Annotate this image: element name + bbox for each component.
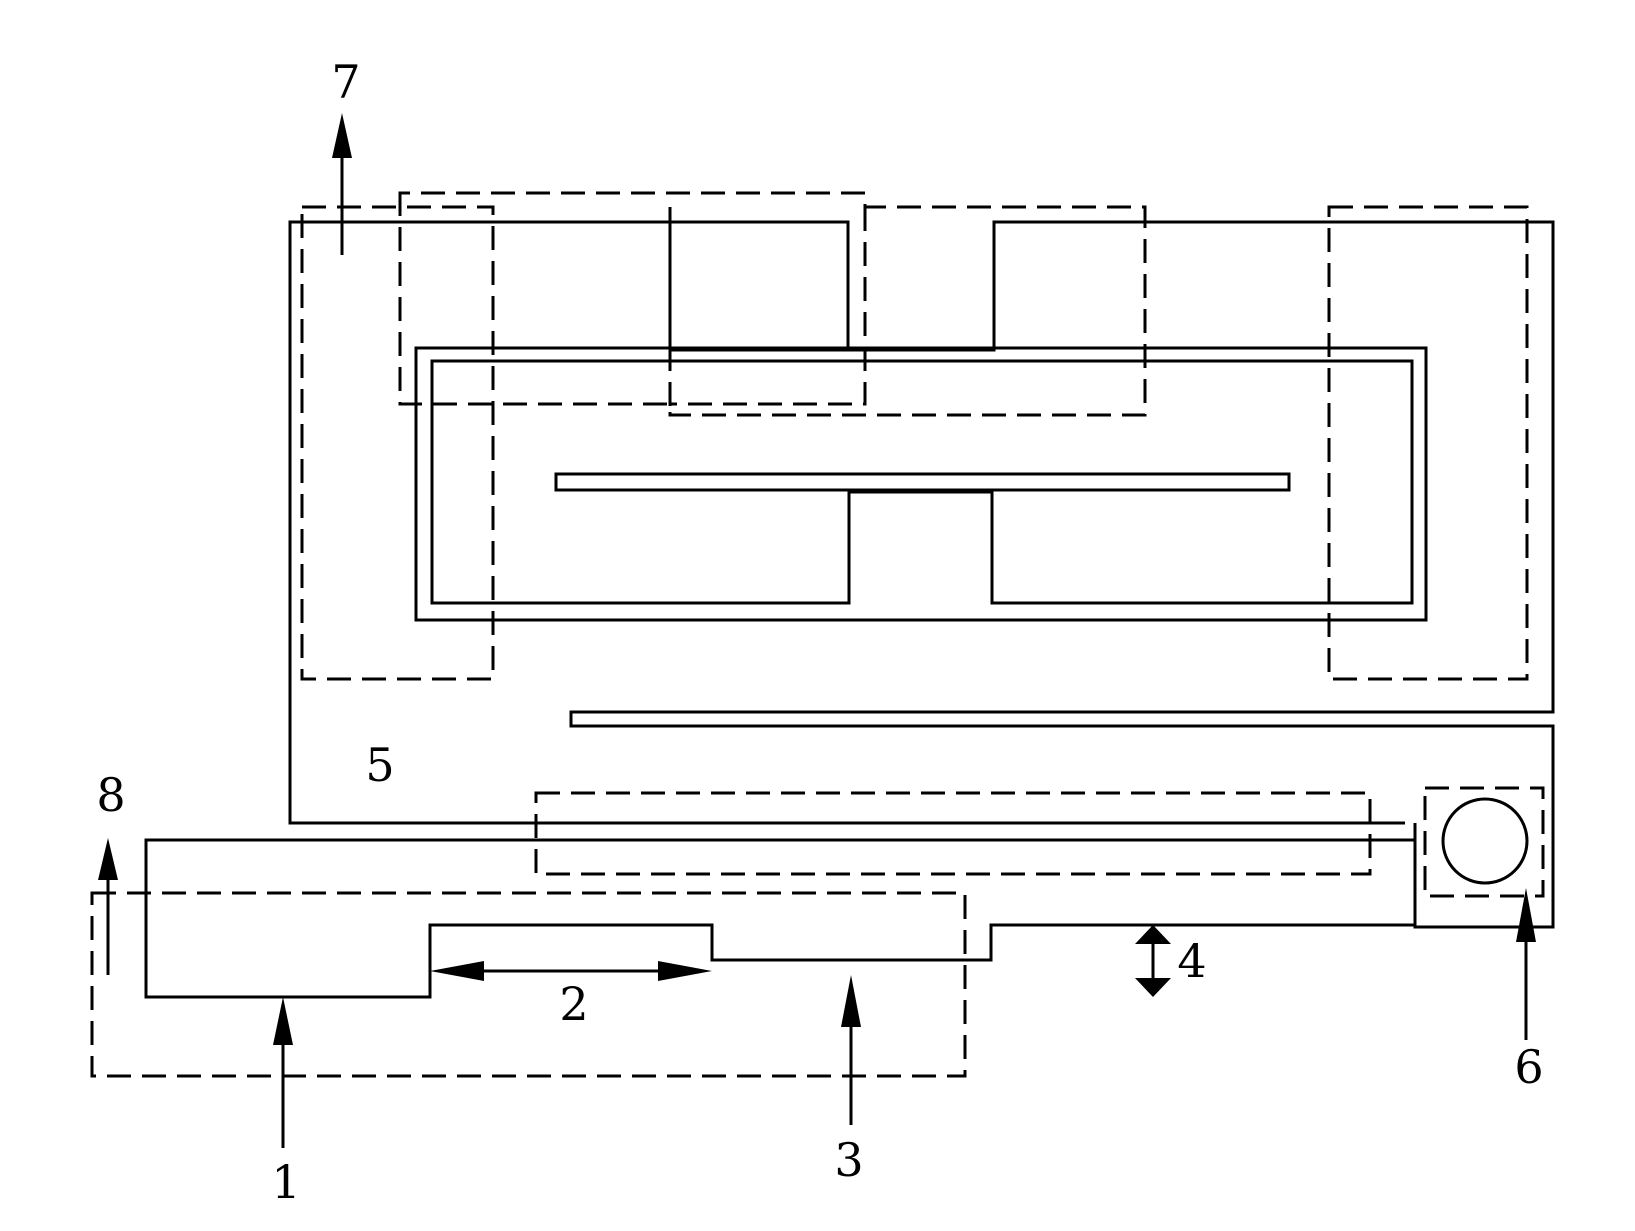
leader-4-arrowhead-up xyxy=(1135,925,1171,944)
inner-frame-outer xyxy=(416,348,1426,620)
feed-strip-outline xyxy=(146,823,1415,997)
leader-7-arrowhead xyxy=(332,113,352,158)
center-slot-strip xyxy=(556,474,1289,490)
label-5: 5 xyxy=(365,738,394,792)
label-6: 6 xyxy=(1514,1040,1543,1094)
leader-1-arrowhead xyxy=(273,997,293,1045)
dashed-region-ground xyxy=(92,893,965,1076)
dashed-region-top-band xyxy=(400,193,1145,415)
dashed-region-left-column xyxy=(302,207,493,679)
inner-frame-inner xyxy=(432,361,1412,603)
dashed-region-right-column xyxy=(1329,207,1527,679)
top-left-slot-block xyxy=(670,222,848,350)
outer-radiator-outline xyxy=(290,222,1553,927)
label-4: 4 xyxy=(1177,934,1206,988)
leader-3-arrowhead xyxy=(841,975,861,1027)
leader-4-arrowhead-down xyxy=(1135,978,1171,997)
dashed-region-top-right-inner xyxy=(670,207,865,415)
dashed-region-feed-strip xyxy=(536,793,1370,874)
label-7: 7 xyxy=(331,55,360,109)
label-2: 2 xyxy=(559,977,588,1031)
feed-via-ring xyxy=(1443,799,1527,883)
leader-2-arrowhead-left xyxy=(430,961,484,981)
leader-2-arrowhead-right xyxy=(658,961,712,981)
label-3: 3 xyxy=(834,1133,863,1187)
leader-8-arrowhead xyxy=(98,838,118,880)
label-8: 8 xyxy=(96,768,125,822)
label-1: 1 xyxy=(271,1155,300,1209)
